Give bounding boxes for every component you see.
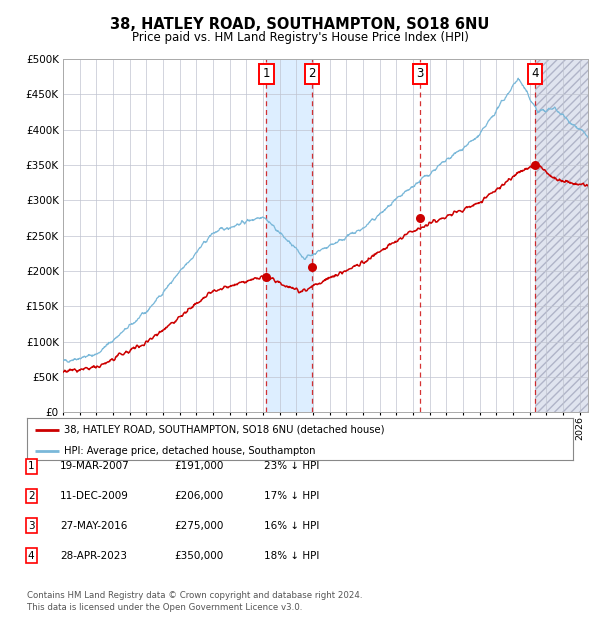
Text: 27-MAY-2016: 27-MAY-2016 xyxy=(60,521,127,531)
Text: £191,000: £191,000 xyxy=(174,461,223,471)
Text: £275,000: £275,000 xyxy=(174,521,223,531)
Text: 18% ↓ HPI: 18% ↓ HPI xyxy=(264,551,319,560)
Text: 19-MAR-2007: 19-MAR-2007 xyxy=(60,461,130,471)
Text: 1: 1 xyxy=(263,67,270,80)
Text: Price paid vs. HM Land Registry's House Price Index (HPI): Price paid vs. HM Land Registry's House … xyxy=(131,31,469,44)
Text: 38, HATLEY ROAD, SOUTHAMPTON, SO18 6NU (detached house): 38, HATLEY ROAD, SOUTHAMPTON, SO18 6NU (… xyxy=(64,425,385,435)
Text: 1: 1 xyxy=(28,461,35,471)
Text: 2: 2 xyxy=(308,67,316,80)
Text: 4: 4 xyxy=(532,67,539,80)
Text: 3: 3 xyxy=(416,67,424,80)
Text: £206,000: £206,000 xyxy=(174,491,223,501)
Text: 11-DEC-2009: 11-DEC-2009 xyxy=(60,491,129,501)
Text: 2: 2 xyxy=(28,491,35,501)
Text: HPI: Average price, detached house, Southampton: HPI: Average price, detached house, Sout… xyxy=(64,446,316,456)
Bar xyxy=(535,59,588,412)
Text: 38, HATLEY ROAD, SOUTHAMPTON, SO18 6NU: 38, HATLEY ROAD, SOUTHAMPTON, SO18 6NU xyxy=(110,17,490,32)
Text: 4: 4 xyxy=(28,551,35,560)
Text: Contains HM Land Registry data © Crown copyright and database right 2024.
This d: Contains HM Land Registry data © Crown c… xyxy=(27,591,362,612)
Text: £350,000: £350,000 xyxy=(174,551,223,560)
Text: 28-APR-2023: 28-APR-2023 xyxy=(60,551,127,560)
Text: 16% ↓ HPI: 16% ↓ HPI xyxy=(264,521,319,531)
Bar xyxy=(266,59,312,412)
Text: 17% ↓ HPI: 17% ↓ HPI xyxy=(264,491,319,501)
Text: 3: 3 xyxy=(28,521,35,531)
Text: 23% ↓ HPI: 23% ↓ HPI xyxy=(264,461,319,471)
